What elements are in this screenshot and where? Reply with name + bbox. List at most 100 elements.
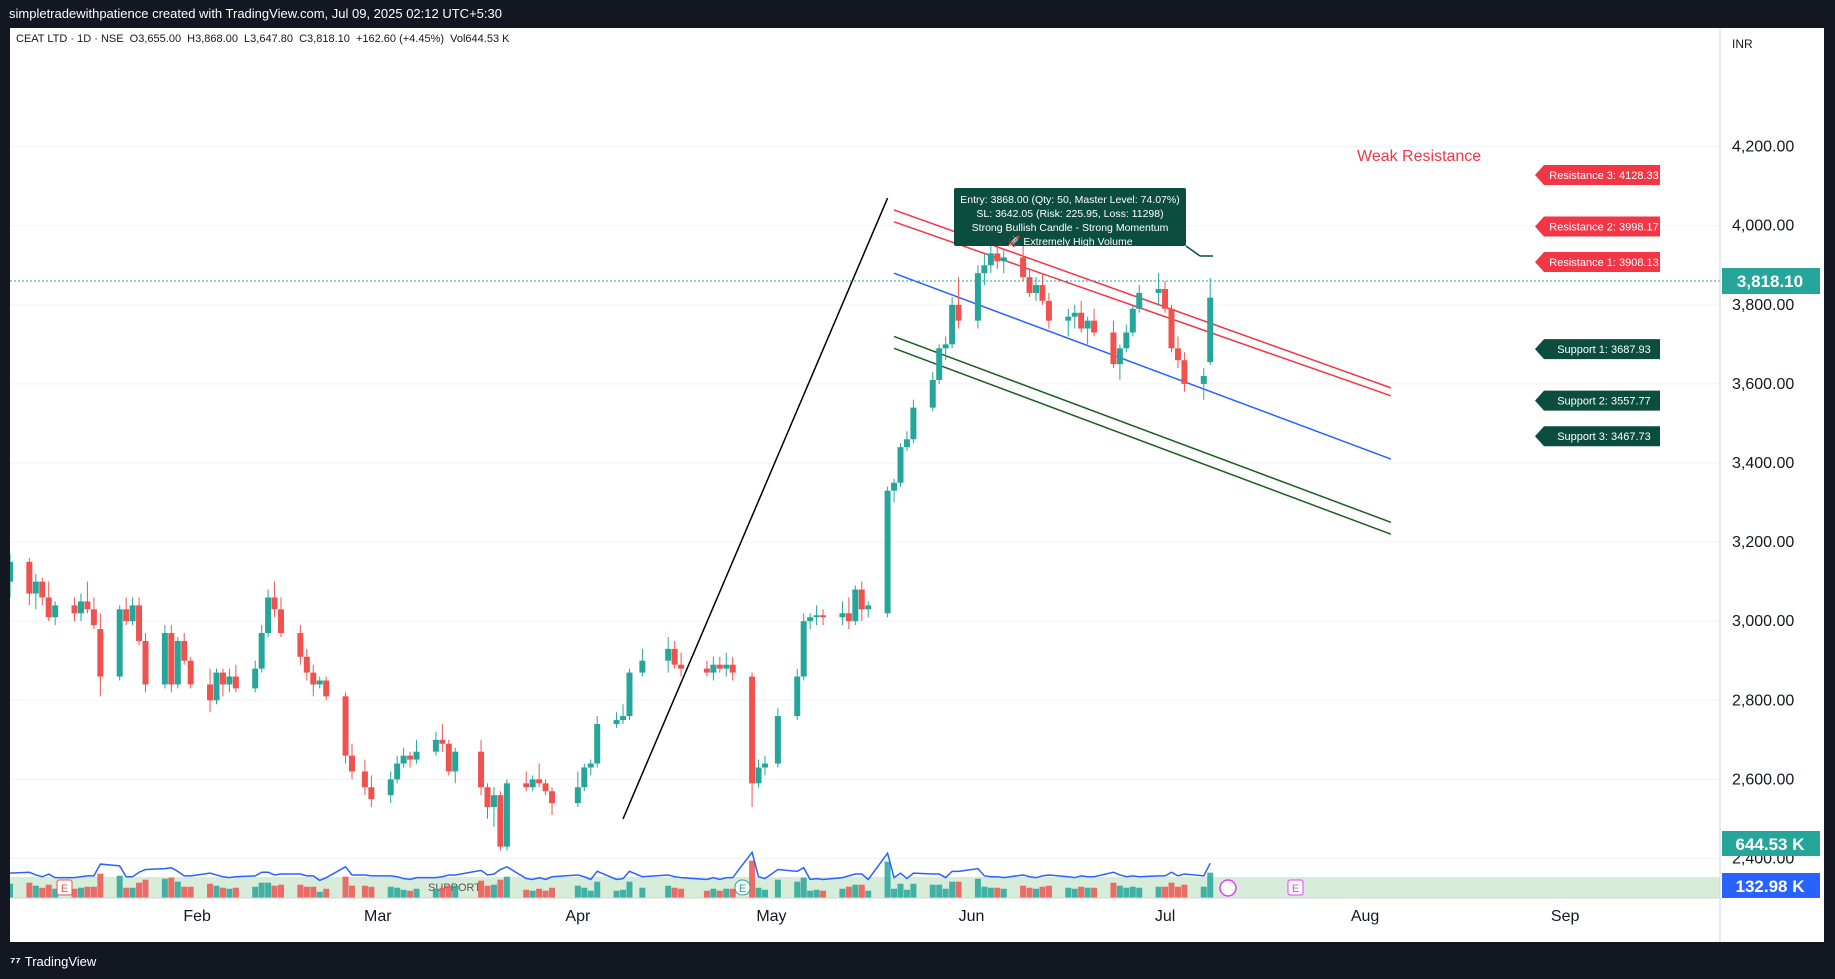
volume-bar	[891, 888, 898, 898]
volume-bar	[432, 888, 439, 898]
candle-body	[297, 633, 304, 657]
y-tick-label: 3,200.00	[1732, 534, 1794, 551]
volume-bar	[574, 885, 581, 898]
candle-body	[77, 601, 84, 614]
volume-bar	[800, 877, 807, 898]
candle	[490, 787, 497, 827]
candle	[523, 771, 530, 792]
volume-bar	[1078, 886, 1085, 898]
candle-body	[1065, 316, 1072, 321]
candle	[716, 656, 723, 673]
candle-body	[400, 755, 407, 764]
candle	[400, 747, 407, 768]
candle	[678, 652, 685, 677]
candle	[232, 664, 239, 693]
candle	[994, 241, 1001, 270]
candle-body	[432, 739, 439, 752]
candle-body	[723, 664, 730, 669]
volume-bar	[852, 884, 859, 898]
candle-body	[981, 265, 988, 274]
level-tag	[1535, 252, 1660, 273]
candle-body	[839, 613, 846, 618]
candle	[452, 747, 459, 784]
candle-body	[794, 676, 801, 717]
candle	[794, 668, 801, 721]
trade-line-1: Entry: 3868.00 (Qty: 50, Master Level: 7…	[960, 194, 1179, 206]
earnings-marker-jul[interactable]: E	[1287, 879, 1304, 896]
candle	[10, 553, 13, 598]
candle	[626, 668, 633, 721]
candle	[219, 668, 226, 697]
volume-bar	[761, 889, 768, 898]
candle	[813, 605, 820, 626]
volume-bar	[1116, 885, 1123, 898]
volume-bar	[703, 890, 710, 898]
volume-bar	[310, 886, 317, 898]
earnings-marker-may[interactable]: E	[734, 879, 751, 896]
candle-body	[258, 633, 265, 669]
candle	[207, 668, 214, 713]
candle-body	[142, 640, 149, 685]
volume-bar	[349, 885, 355, 898]
volume-bar	[594, 881, 601, 898]
price-chart[interactable]: SUPPORT Entry: 3868.00 (Qty: 50, Master …	[10, 28, 1824, 942]
volume-bar	[400, 889, 407, 898]
volume-bar	[858, 884, 865, 898]
candle-body	[820, 615, 827, 618]
candle-body	[497, 795, 504, 847]
candles	[10, 241, 1214, 851]
level-text: Support 2: 3557.77	[1557, 396, 1651, 408]
candle-body	[1155, 289, 1162, 293]
volume-bar	[1207, 872, 1214, 898]
candle	[936, 344, 943, 384]
level-label: Support 1: 3687.93	[1535, 339, 1660, 360]
candle	[187, 656, 194, 689]
volume-bar	[865, 890, 872, 898]
earnings-marker-jan[interactable]: E	[56, 879, 73, 896]
candle-body	[478, 751, 485, 788]
volume-bar	[549, 887, 556, 898]
volume-bar	[161, 878, 168, 898]
volume-bar	[84, 886, 91, 898]
volume-bar	[897, 883, 904, 898]
level-tag	[1535, 426, 1660, 447]
candle	[252, 660, 259, 693]
candle-body	[407, 755, 414, 760]
candle	[536, 763, 543, 788]
candle-body	[161, 633, 168, 685]
level-label: Resistance 2: 3998.17	[1535, 216, 1660, 237]
volume-bar	[45, 884, 52, 898]
flash-icon[interactable]	[1219, 879, 1237, 897]
candle-body	[39, 581, 46, 598]
candle-body	[852, 589, 859, 622]
candle	[1207, 277, 1214, 366]
candle	[749, 672, 756, 808]
candle	[800, 613, 807, 681]
candle-body	[845, 613, 852, 622]
candle-body	[174, 640, 181, 685]
x-tick-label: Jul	[1155, 908, 1175, 925]
volume-bar	[981, 886, 988, 898]
candle-body	[368, 787, 375, 800]
candle	[97, 613, 104, 697]
candle-body	[265, 597, 272, 634]
candle	[542, 779, 549, 796]
candle	[361, 759, 368, 796]
candle-body	[1091, 320, 1098, 333]
candle-body	[1168, 308, 1175, 349]
earnings-marker-jan-label: E	[61, 883, 68, 895]
volume-bar	[439, 887, 446, 898]
candle	[594, 716, 601, 768]
candle	[723, 652, 730, 677]
candle	[1200, 368, 1207, 400]
volume-bar	[936, 884, 943, 898]
volume-bar	[484, 885, 491, 898]
trade-annotation: Entry: 3868.00 (Qty: 50, Master Level: 7…	[954, 188, 1213, 257]
volume-bar	[542, 890, 549, 898]
candle-body	[800, 621, 807, 677]
price-axis[interactable]: INR 4,200.00 4,000.00 3,800.00 3,600.00 3,40…	[10, 28, 1820, 942]
time-axis[interactable]: Feb Mar Apr May Jun Jul Aug Sep	[183, 908, 1579, 925]
tradingview-logo[interactable]: ⁷⁷ TradingView	[10, 954, 96, 969]
candle-body	[129, 605, 136, 622]
candle	[949, 296, 956, 349]
